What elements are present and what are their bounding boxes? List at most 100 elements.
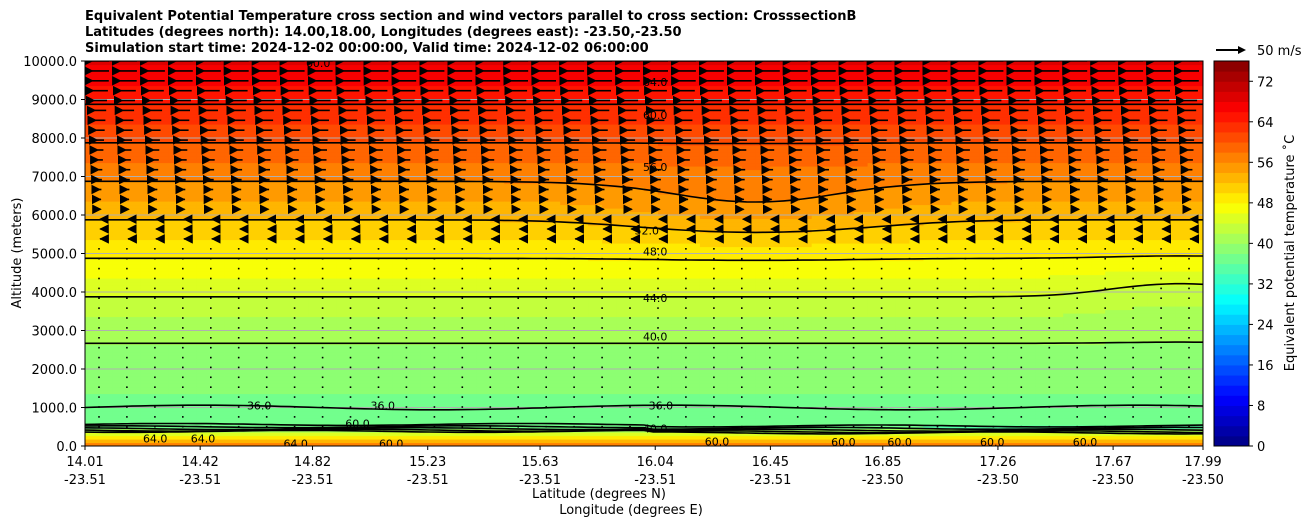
- contour-fill-cell: [85, 75, 100, 80]
- contour-fill-cell: [420, 239, 435, 244]
- contour-fill-cell: [434, 246, 449, 251]
- contour-fill-cell: [560, 309, 575, 314]
- contour-fill-cell: [294, 334, 310, 339]
- contour-fill-cell: [448, 264, 463, 269]
- contour-fill-cell: [490, 183, 505, 188]
- contour-fill-cell: [699, 204, 715, 209]
- contour-fill-cell: [532, 393, 547, 398]
- contour-fill-cell: [140, 425, 156, 430]
- contour-fill-cell: [602, 250, 617, 255]
- contour-fill-cell: [588, 414, 603, 419]
- contour-fill-cell: [182, 152, 198, 157]
- contour-fill-cell: [630, 152, 645, 157]
- contour-fill-cell: [196, 351, 212, 356]
- contour-fill-cell: [154, 299, 170, 304]
- contour-fill-cell: [378, 330, 394, 335]
- contour-fill-cell: [182, 316, 198, 321]
- contour-fill-cell: [252, 288, 268, 293]
- contour-fill-cell: [322, 337, 338, 342]
- contour-fill-cell: [168, 85, 184, 90]
- contour-fill-cell: [699, 159, 715, 164]
- contour-fill-cell: [476, 288, 491, 293]
- contour-fill-cell: [322, 264, 338, 269]
- contour-fill-cell: [85, 232, 100, 237]
- contour-fill-cell: [98, 215, 114, 220]
- contour-fill-cell: [448, 439, 463, 444]
- contour-fill-cell: [154, 159, 170, 164]
- contour-fill-cell: [616, 204, 631, 209]
- contour-fill-cell: [196, 337, 212, 342]
- contour-fill-cell: [560, 218, 575, 223]
- contour-fill-cell: [280, 383, 296, 388]
- contour-fill-cell: [671, 239, 687, 244]
- contour-fill-cell: [392, 393, 408, 398]
- contour-fill-cell: [126, 414, 142, 419]
- contour-fill-cell: [504, 92, 519, 97]
- contour-fill-cell: [406, 134, 421, 139]
- contour-fill-cell: [182, 201, 198, 206]
- contour-fill-cell: [126, 302, 142, 307]
- contour-fill-cell: [434, 162, 449, 167]
- contour-fill-cell: [140, 183, 156, 188]
- contour-fill-cell: [364, 162, 380, 167]
- contour-fill-cell: [616, 229, 631, 234]
- contour-fill-cell: [490, 400, 505, 405]
- contour-fill-cell: [574, 159, 589, 164]
- contour-fill-cell: [462, 267, 477, 272]
- contour-fill-cell: [392, 183, 408, 188]
- contour-fill-cell: [238, 64, 254, 69]
- contour-fill-cell: [252, 187, 268, 192]
- contour-fill-cell: [224, 222, 240, 227]
- contour-fill-cell: [574, 383, 589, 388]
- contour-fill-cell: [420, 190, 435, 195]
- contour-fill-cell: [588, 344, 603, 349]
- contour-fill-cell: [546, 169, 561, 174]
- contour-fill-cell: [266, 369, 282, 374]
- contour-fill-cell: [546, 362, 561, 367]
- contour-fill-cell: [406, 288, 421, 293]
- contour-fill-cell: [546, 152, 561, 157]
- contour-fill-cell: [196, 155, 212, 160]
- contour-fill-cell: [294, 267, 310, 272]
- contour-fill-cell: [434, 278, 449, 283]
- contour-fill-cell: [546, 337, 561, 342]
- contour-fill-cell: [476, 190, 491, 195]
- contour-fill-cell: [266, 152, 282, 157]
- contour-fill-cell: [490, 414, 505, 419]
- contour-fill-cell: [85, 148, 100, 153]
- contour-fill-cell: [406, 197, 421, 202]
- contour-fill-cell: [126, 400, 142, 405]
- contour-fill-cell: [280, 351, 296, 356]
- contour-fill-cell: [252, 411, 268, 416]
- contour-fill-cell: [406, 166, 421, 171]
- contour-fill-cell: [644, 236, 659, 241]
- contour-fill-cell: [434, 187, 449, 192]
- contour-fill-cell: [518, 334, 533, 339]
- contour-fill-cell: [490, 75, 505, 80]
- contour-fill-cell: [434, 229, 449, 234]
- contour-fill-cell: [490, 64, 505, 69]
- contour-fill-cell: [699, 386, 715, 391]
- contour-fill-cell: [85, 390, 100, 395]
- contour-fill-cell: [574, 106, 589, 111]
- contour-fill-cell: [490, 204, 505, 209]
- contour-fill-cell: [266, 264, 282, 269]
- contour-fill-cell: [490, 344, 505, 349]
- contour-fill-cell: [196, 344, 212, 349]
- contour-fill-cell: [308, 327, 324, 332]
- contour-fill-cell: [364, 166, 380, 171]
- contour-fill-cell: [182, 61, 198, 66]
- contour-fill-cell: [644, 250, 659, 255]
- contour-fill-cell: [602, 274, 617, 279]
- contour-fill-cell: [518, 362, 533, 367]
- contour-fill-cell: [434, 320, 449, 325]
- contour-fill-cell: [616, 288, 631, 293]
- contour-fill-cell: [252, 285, 268, 290]
- contour-fill-cell: [182, 96, 198, 101]
- contour-fill-cell: [476, 414, 491, 419]
- contour-fill-cell: [364, 386, 380, 391]
- contour-fill-cell: [602, 390, 617, 395]
- contour-fill-cell: [602, 313, 617, 318]
- contour-fill-cell: [490, 292, 505, 297]
- contour-fill-cell: [462, 71, 477, 76]
